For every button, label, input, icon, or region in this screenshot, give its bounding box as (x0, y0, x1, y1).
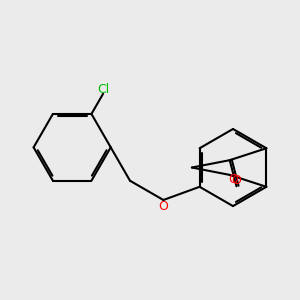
Text: O: O (228, 173, 238, 186)
Text: O: O (158, 200, 168, 213)
Text: O: O (232, 174, 242, 187)
Text: Cl: Cl (97, 83, 109, 96)
